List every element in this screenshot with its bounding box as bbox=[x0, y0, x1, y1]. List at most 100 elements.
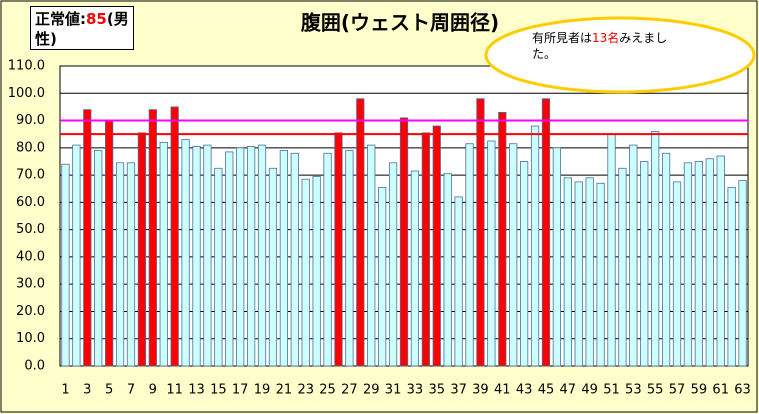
bar bbox=[432, 125, 441, 367]
bar bbox=[356, 98, 365, 367]
y-tick-label: 100.0 bbox=[8, 86, 45, 101]
bar bbox=[476, 98, 485, 367]
callout-text: 有所見者は13名みえました。 bbox=[532, 30, 672, 62]
normal-suffix: (男性) bbox=[35, 10, 129, 48]
bar bbox=[225, 151, 234, 367]
normal-value: 85 bbox=[86, 10, 107, 28]
callout-suffix: みえました。 bbox=[532, 31, 668, 61]
x-tick-label: 23 bbox=[297, 383, 314, 398]
x-tick-label: 1 bbox=[61, 383, 69, 398]
x-tick-label: 19 bbox=[254, 383, 271, 398]
bar bbox=[181, 139, 190, 367]
y-tick-label: 30.0 bbox=[16, 277, 45, 292]
bar bbox=[399, 117, 409, 367]
x-tick-label: 21 bbox=[276, 383, 293, 398]
bar bbox=[367, 144, 376, 367]
bar bbox=[651, 131, 660, 367]
bar bbox=[563, 177, 572, 367]
bar bbox=[541, 98, 551, 367]
bar bbox=[268, 167, 278, 367]
bar bbox=[607, 133, 616, 367]
x-tick-label: 41 bbox=[494, 383, 511, 398]
bar bbox=[126, 162, 136, 367]
x-tick-label: 15 bbox=[210, 383, 227, 398]
x-tick-label: 29 bbox=[363, 383, 380, 398]
callout-value: 13名 bbox=[592, 31, 620, 45]
x-tick-label: 37 bbox=[450, 383, 467, 398]
bar bbox=[159, 141, 168, 367]
bar bbox=[279, 150, 288, 367]
x-tick-label: 25 bbox=[319, 383, 336, 398]
bar bbox=[454, 196, 463, 367]
x-tick-label: 11 bbox=[166, 383, 183, 398]
normal-value-box: 正常値:85(男性) bbox=[30, 6, 134, 50]
bar bbox=[716, 155, 725, 367]
x-tick-label: 39 bbox=[472, 383, 489, 398]
x-tick-label: 61 bbox=[712, 383, 729, 398]
x-tick-label: 59 bbox=[691, 383, 708, 398]
y-tick-label: 20.0 bbox=[16, 304, 45, 319]
bar bbox=[192, 146, 201, 367]
bar bbox=[246, 146, 256, 367]
x-tick-label: 31 bbox=[385, 383, 402, 398]
y-tick-label: 80.0 bbox=[16, 140, 45, 155]
y-tick-label: 70.0 bbox=[16, 168, 45, 183]
y-tick-label: 40.0 bbox=[16, 249, 45, 264]
bar bbox=[312, 176, 321, 367]
bar bbox=[148, 109, 157, 367]
bar bbox=[378, 186, 387, 367]
bar bbox=[137, 132, 147, 367]
x-tick-label: 9 bbox=[149, 383, 157, 398]
bar bbox=[585, 177, 594, 367]
x-tick-label: 63 bbox=[734, 383, 751, 398]
bar bbox=[443, 173, 452, 367]
y-tick-label: 10.0 bbox=[16, 331, 45, 346]
bar bbox=[727, 186, 736, 367]
bar bbox=[683, 162, 693, 367]
bar bbox=[694, 161, 703, 367]
bar bbox=[487, 140, 496, 367]
bar bbox=[465, 143, 474, 367]
bar bbox=[170, 106, 179, 367]
y-tick-label: 50.0 bbox=[16, 222, 45, 237]
x-tick-label: 51 bbox=[603, 383, 620, 398]
bar bbox=[61, 163, 70, 367]
x-tick-label: 43 bbox=[516, 383, 533, 398]
bar bbox=[596, 182, 605, 367]
x-tick-label: 13 bbox=[188, 383, 205, 398]
bar bbox=[236, 147, 245, 367]
chart-title: 腹囲(ウェスト周囲径) bbox=[301, 11, 499, 35]
x-tick-label: 27 bbox=[341, 383, 358, 398]
bar bbox=[738, 180, 747, 367]
callout-prefix: 有所見者は bbox=[532, 31, 593, 45]
bar bbox=[257, 144, 267, 367]
bar bbox=[661, 152, 671, 367]
bar bbox=[214, 167, 223, 367]
bar bbox=[388, 162, 398, 367]
bar bbox=[83, 109, 92, 367]
bar bbox=[94, 150, 103, 367]
bar bbox=[498, 111, 507, 367]
bar bbox=[115, 162, 125, 367]
x-tick-label: 57 bbox=[669, 383, 686, 398]
bar bbox=[72, 144, 81, 367]
normal-prefix: 正常値: bbox=[35, 10, 86, 28]
y-tick-label: 0.0 bbox=[24, 359, 45, 374]
x-tick-label: 17 bbox=[232, 383, 249, 398]
bar bbox=[574, 181, 583, 367]
x-tick-label: 53 bbox=[625, 383, 642, 398]
bar bbox=[629, 144, 638, 367]
callout-bubble bbox=[484, 16, 756, 94]
bar bbox=[105, 120, 114, 367]
x-tick-label: 55 bbox=[647, 383, 664, 398]
y-tick-label: 60.0 bbox=[16, 195, 45, 210]
bar bbox=[421, 132, 430, 367]
bar bbox=[301, 178, 310, 367]
x-tick-label: 3 bbox=[83, 383, 91, 398]
bar bbox=[672, 181, 682, 367]
bar bbox=[705, 158, 714, 367]
bar bbox=[618, 167, 627, 367]
